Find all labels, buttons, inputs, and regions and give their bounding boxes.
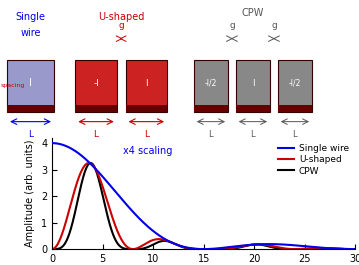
Bar: [75, 60, 117, 112]
Text: CPW: CPW: [242, 8, 264, 18]
Y-axis label: Amplitude (arb. units): Amplitude (arb. units): [25, 140, 36, 247]
Text: L: L: [28, 130, 33, 139]
Bar: [194, 105, 228, 112]
Bar: [126, 105, 167, 112]
Text: I: I: [252, 79, 254, 88]
Text: g: g: [229, 21, 235, 30]
Text: L: L: [144, 130, 149, 139]
Bar: [278, 60, 312, 112]
Text: -I: -I: [93, 79, 99, 88]
Bar: [194, 60, 228, 112]
Text: U-shaped: U-shaped: [98, 12, 144, 22]
Text: x4 scaling: x4 scaling: [123, 146, 173, 156]
Text: -I/2: -I/2: [205, 79, 217, 88]
Bar: [7, 105, 54, 112]
Text: L: L: [209, 130, 213, 139]
Bar: [236, 60, 270, 112]
Text: wire: wire: [20, 28, 41, 38]
Bar: [126, 60, 167, 112]
Bar: [278, 105, 312, 112]
Legend: Single wire, U-shaped, CPW: Single wire, U-shaped, CPW: [276, 142, 351, 178]
Bar: [7, 60, 54, 112]
Bar: [75, 105, 117, 112]
Text: Single: Single: [15, 12, 46, 22]
Text: spacing: spacing: [0, 83, 25, 88]
Bar: [236, 105, 270, 112]
Text: L: L: [251, 130, 255, 139]
Text: I: I: [29, 78, 32, 88]
Text: I: I: [145, 79, 148, 88]
Text: L: L: [293, 130, 297, 139]
Text: L: L: [94, 130, 98, 139]
Text: g: g: [271, 21, 277, 30]
Text: -I/2: -I/2: [289, 79, 301, 88]
Text: g: g: [118, 21, 124, 30]
